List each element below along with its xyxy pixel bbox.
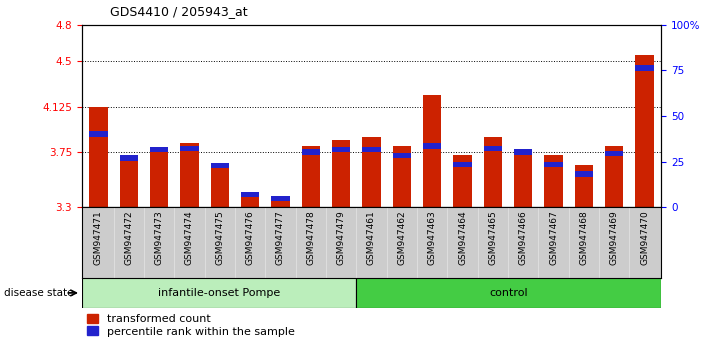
Text: GSM947465: GSM947465: [488, 211, 498, 266]
Text: control: control: [489, 288, 528, 298]
Bar: [301, 146, 320, 207]
Bar: [423, 143, 442, 149]
Bar: [545, 155, 562, 207]
Text: GDS4410 / 205943_at: GDS4410 / 205943_at: [110, 5, 248, 18]
Bar: [392, 146, 411, 207]
Bar: [210, 163, 229, 168]
Bar: [363, 147, 380, 152]
Bar: [241, 192, 260, 198]
Bar: [514, 149, 533, 155]
Bar: [454, 161, 471, 167]
Bar: [181, 146, 198, 151]
Bar: [574, 171, 593, 177]
Bar: [119, 156, 138, 207]
Bar: [150, 149, 169, 207]
Text: GSM947466: GSM947466: [519, 211, 528, 266]
Bar: [90, 131, 107, 137]
Bar: [272, 198, 289, 207]
Text: GSM947470: GSM947470: [640, 211, 649, 266]
Text: GSM947467: GSM947467: [549, 211, 558, 266]
Text: GSM947469: GSM947469: [610, 211, 619, 266]
Text: GSM947478: GSM947478: [306, 211, 315, 266]
Bar: [483, 146, 502, 151]
Bar: [332, 147, 351, 152]
Text: GSM947462: GSM947462: [397, 211, 406, 265]
Text: GSM947474: GSM947474: [185, 211, 194, 265]
Bar: [423, 95, 442, 207]
Bar: [210, 165, 229, 207]
Bar: [181, 143, 198, 207]
Text: GSM947477: GSM947477: [276, 211, 285, 266]
Bar: [514, 152, 533, 207]
Text: GSM947476: GSM947476: [245, 211, 255, 266]
Bar: [483, 137, 502, 207]
Text: infantile-onset Pompe: infantile-onset Pompe: [158, 288, 280, 298]
Text: GSM947468: GSM947468: [579, 211, 589, 266]
Text: GSM947471: GSM947471: [94, 211, 103, 266]
Text: GSM947463: GSM947463: [428, 211, 437, 266]
Text: GSM947479: GSM947479: [337, 211, 346, 266]
Bar: [545, 161, 562, 167]
Bar: [636, 65, 653, 71]
Bar: [392, 153, 411, 159]
Bar: [90, 107, 107, 207]
Bar: [363, 137, 380, 207]
Text: GSM947472: GSM947472: [124, 211, 133, 265]
Bar: [82, 278, 356, 308]
Bar: [301, 149, 320, 155]
Bar: [636, 55, 653, 207]
Text: disease state: disease state: [4, 288, 73, 298]
Text: GSM947473: GSM947473: [154, 211, 164, 266]
Bar: [356, 278, 661, 308]
Bar: [150, 147, 169, 152]
Legend: transformed count, percentile rank within the sample: transformed count, percentile rank withi…: [87, 314, 295, 337]
Text: GSM947461: GSM947461: [367, 211, 376, 266]
Bar: [272, 195, 289, 201]
Bar: [574, 165, 593, 207]
Text: GSM947475: GSM947475: [215, 211, 224, 266]
Bar: [119, 155, 138, 161]
Bar: [605, 150, 624, 156]
Text: GSM947464: GSM947464: [458, 211, 467, 265]
Bar: [241, 193, 260, 207]
Bar: [332, 140, 351, 207]
Bar: [605, 146, 624, 207]
Bar: [454, 155, 471, 207]
